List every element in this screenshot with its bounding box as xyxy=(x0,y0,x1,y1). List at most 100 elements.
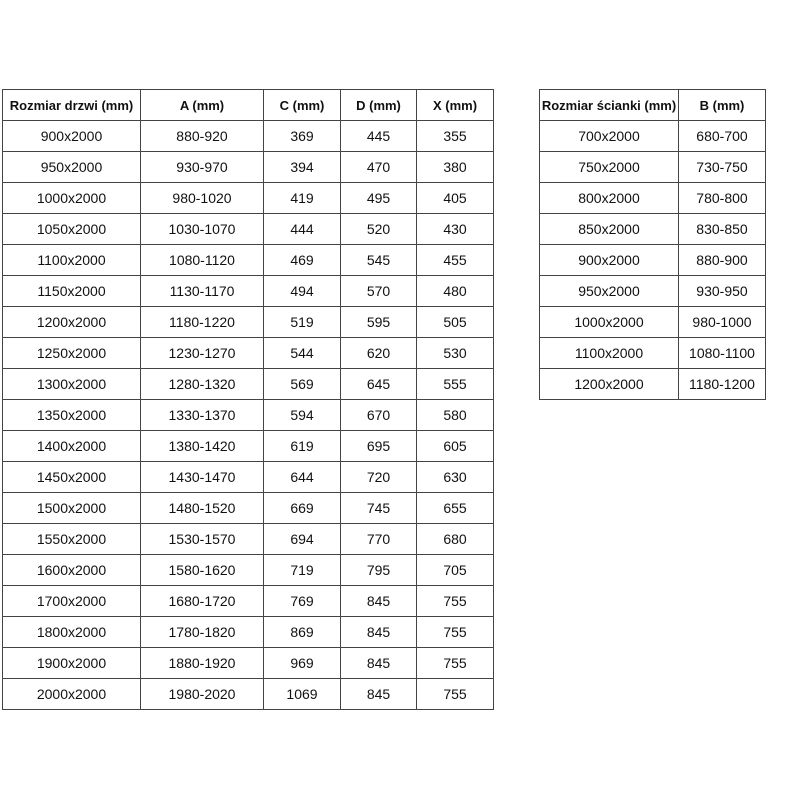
column-header: A (mm) xyxy=(140,89,264,121)
table-cell: 630 xyxy=(416,461,494,493)
table-row: 1800x2000 1780-1820 869 845 755 xyxy=(2,616,494,648)
table-cell: 545 xyxy=(340,244,417,276)
table-row: 1550x2000 1530-1570 694 770 680 xyxy=(2,523,494,555)
table-row: 2000x2000 1980-2020 1069 845 755 xyxy=(2,678,494,710)
table-cell: 494 xyxy=(263,275,341,307)
table-row: 1200x2000 1180-1220 519 595 505 xyxy=(2,306,494,338)
table-cell: 1900x2000 xyxy=(2,647,141,679)
table-cell: 845 xyxy=(340,585,417,617)
table-cell: 680 xyxy=(416,523,494,555)
table-cell: 555 xyxy=(416,368,494,400)
table-cell: 750x2000 xyxy=(539,151,679,183)
table-cell: 570 xyxy=(340,275,417,307)
table-cell: 1600x2000 xyxy=(2,554,141,586)
table-cell: 869 xyxy=(263,616,341,648)
table-cell: 1000x2000 xyxy=(539,306,679,338)
table-cell: 645 xyxy=(340,368,417,400)
table-row: 1400x2000 1380-1420 619 695 605 xyxy=(2,430,494,462)
table-cell: 569 xyxy=(263,368,341,400)
table-cell: 1680-1720 xyxy=(140,585,264,617)
table-cell: 930-970 xyxy=(140,151,264,183)
table-cell: 644 xyxy=(263,461,341,493)
table-cell: 1800x2000 xyxy=(2,616,141,648)
table-cell: 845 xyxy=(340,616,417,648)
table-cell: 1200x2000 xyxy=(2,306,141,338)
table-cell: 755 xyxy=(416,616,494,648)
table-row: 1000x2000 980-1020 419 495 405 xyxy=(2,182,494,214)
column-header: D (mm) xyxy=(340,89,417,121)
table-cell: 1180-1200 xyxy=(678,368,766,400)
table-cell: 1530-1570 xyxy=(140,523,264,555)
column-header: B (mm) xyxy=(678,89,766,121)
table-cell: 1880-1920 xyxy=(140,647,264,679)
table-cell: 495 xyxy=(340,182,417,214)
table-cell: 655 xyxy=(416,492,494,524)
table-cell: 530 xyxy=(416,337,494,369)
table-cell: 1280-1320 xyxy=(140,368,264,400)
table-row: 1250x2000 1230-1270 544 620 530 xyxy=(2,337,494,369)
table-row: 1050x2000 1030-1070 444 520 430 xyxy=(2,213,494,245)
table-cell: 769 xyxy=(263,585,341,617)
table-cell: 1130-1170 xyxy=(140,275,264,307)
table-cell: 900x2000 xyxy=(539,244,679,276)
table-cell: 1980-2020 xyxy=(140,678,264,710)
table-cell: 880-900 xyxy=(678,244,766,276)
table-cell: 780-800 xyxy=(678,182,766,214)
table-cell: 605 xyxy=(416,430,494,462)
table-cell: 1180-1220 xyxy=(140,306,264,338)
table-cell: 520 xyxy=(340,213,417,245)
table-cell: 1230-1270 xyxy=(140,337,264,369)
table-row: 1500x2000 1480-1520 669 745 655 xyxy=(2,492,494,524)
table-cell: 950x2000 xyxy=(539,275,679,307)
door-sizes-table: Rozmiar drzwi (mm) A (mm) C (mm) D (mm) X (m… xyxy=(2,89,494,710)
table-cell: 594 xyxy=(263,399,341,431)
column-header: Rozmiar ścianki (mm) xyxy=(539,89,679,121)
table-cell: 745 xyxy=(340,492,417,524)
table-row: 1350x2000 1330-1370 594 670 580 xyxy=(2,399,494,431)
table-cell: 369 xyxy=(263,120,341,152)
table-cell: 900x2000 xyxy=(2,120,141,152)
table-cell: 680-700 xyxy=(678,120,766,152)
table-cell: 480 xyxy=(416,275,494,307)
table-cell: 1250x2000 xyxy=(2,337,141,369)
table-cell: 419 xyxy=(263,182,341,214)
table-row: 1600x2000 1580-1620 719 795 705 xyxy=(2,554,494,586)
table-cell: 980-1000 xyxy=(678,306,766,338)
table-cell: 930-950 xyxy=(678,275,766,307)
table-cell: 845 xyxy=(340,647,417,679)
table-cell: 670 xyxy=(340,399,417,431)
table-row: 950x2000 930-950 xyxy=(539,275,766,307)
table-row: 1100x2000 1080-1100 xyxy=(539,337,766,369)
table-row: 1200x2000 1180-1200 xyxy=(539,368,766,400)
table-cell: 1069 xyxy=(263,678,341,710)
table-row: 1150x2000 1130-1170 494 570 480 xyxy=(2,275,494,307)
table-row: 900x2000 880-900 xyxy=(539,244,766,276)
table-cell: 880-920 xyxy=(140,120,264,152)
table-row: 1900x2000 1880-1920 969 845 755 xyxy=(2,647,494,679)
column-header: Rozmiar drzwi (mm) xyxy=(2,89,141,121)
header-row: Rozmiar drzwi (mm) A (mm) C (mm) D (mm) X (m… xyxy=(2,89,494,121)
table-cell: 380 xyxy=(416,151,494,183)
table-cell: 580 xyxy=(416,399,494,431)
table-cell: 1330-1370 xyxy=(140,399,264,431)
table-cell: 1200x2000 xyxy=(539,368,679,400)
table-row: 800x2000 780-800 xyxy=(539,182,766,214)
table-cell: 469 xyxy=(263,244,341,276)
table-cell: 695 xyxy=(340,430,417,462)
table-cell: 519 xyxy=(263,306,341,338)
table-cell: 620 xyxy=(340,337,417,369)
table-cell: 1450x2000 xyxy=(2,461,141,493)
table-cell: 830-850 xyxy=(678,213,766,245)
table-cell: 394 xyxy=(263,151,341,183)
table-cell: 795 xyxy=(340,554,417,586)
table-row: 1300x2000 1280-1320 569 645 555 xyxy=(2,368,494,400)
table-cell: 1100x2000 xyxy=(539,337,679,369)
table-cell: 1380-1420 xyxy=(140,430,264,462)
column-header: X (mm) xyxy=(416,89,494,121)
table-row: 900x2000 880-920 369 445 355 xyxy=(2,120,494,152)
table-cell: 405 xyxy=(416,182,494,214)
table-cell: 730-750 xyxy=(678,151,766,183)
table-cell: 969 xyxy=(263,647,341,679)
table-cell: 445 xyxy=(340,120,417,152)
table-cell: 1580-1620 xyxy=(140,554,264,586)
